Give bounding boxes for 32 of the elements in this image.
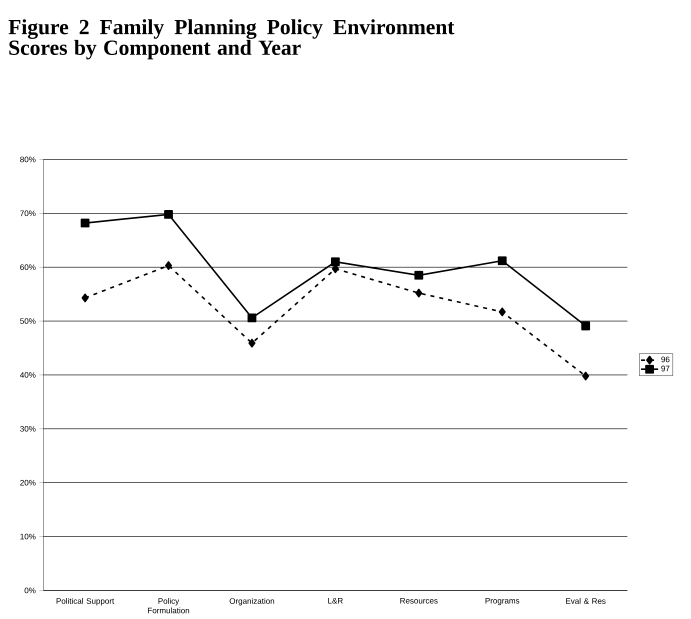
point	[330, 257, 340, 266]
x-tick-label: L&R	[328, 598, 343, 604]
point	[581, 322, 590, 330]
point	[248, 338, 256, 348]
point	[582, 372, 590, 380]
x-tick-label: Political Support	[56, 598, 114, 606]
legend-label: 96	[661, 356, 670, 362]
x-tick-label: Organization	[230, 598, 274, 606]
y-tick-label: 50%	[20, 318, 36, 324]
y-tick-label: 40%	[20, 372, 36, 378]
point	[498, 308, 506, 316]
x-tick-label: Eval & Res	[566, 598, 606, 604]
y-tick-label: 10%	[20, 534, 36, 540]
x-tick-label: Policy Formulation	[148, 598, 190, 614]
point	[164, 210, 173, 219]
point	[415, 288, 422, 298]
point	[414, 270, 424, 280]
chart-title: Figure 2 Family Planning Policy Environment Scores by Component and Year	[8, 19, 454, 60]
y-tick-label: 0%	[24, 588, 36, 594]
point	[80, 218, 90, 228]
y-tick-label: 30%	[20, 426, 36, 432]
y-tick-label: 20%	[20, 480, 36, 486]
x-tick-label: Resources	[400, 598, 438, 604]
x-tick-label: Programs	[486, 598, 520, 606]
point	[248, 313, 256, 322]
point	[165, 261, 172, 270]
legend-label: 97	[661, 366, 670, 372]
y-tick-label: 60%	[20, 264, 36, 270]
y-tick-label: 70%	[20, 210, 36, 216]
point	[82, 294, 89, 302]
point	[498, 256, 507, 266]
y-tick-label: 80%	[20, 156, 36, 162]
